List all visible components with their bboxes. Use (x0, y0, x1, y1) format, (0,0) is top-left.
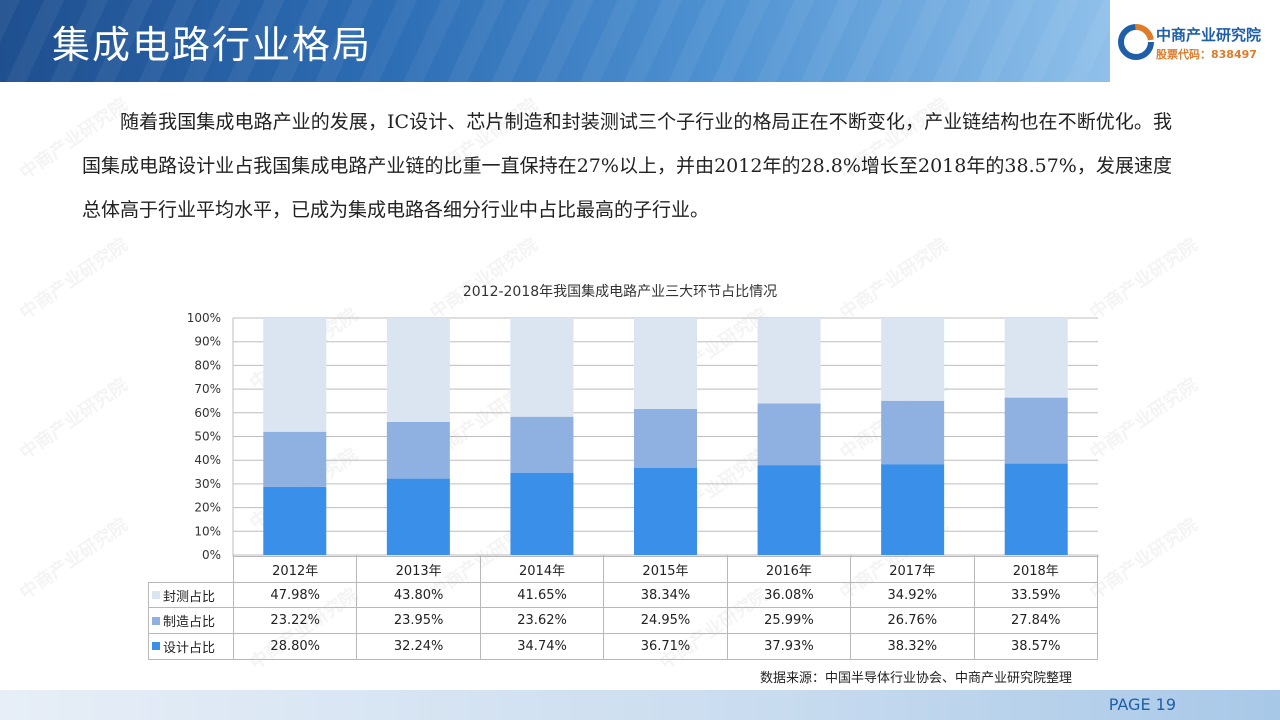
chart-title: 2012-2018年我国集成电路产业三大环节占比情况 (462, 284, 778, 300)
legend-label: 制造占比 (163, 615, 216, 631)
legend-entry: 制造占比 (148, 607, 234, 635)
legend-swatch (152, 616, 160, 625)
table-cell: 36.08% (726, 581, 852, 609)
legend-swatch (152, 642, 160, 651)
bar-segment (263, 318, 327, 432)
legend-label: 封测占比 (163, 589, 216, 605)
legend-swatch (152, 591, 160, 600)
x-tick-label: 2014年 (479, 556, 605, 583)
bar-segment (634, 408, 697, 468)
table-cell: 36.71% (603, 633, 728, 660)
bar-segment (757, 465, 821, 555)
bar-segment (634, 318, 697, 409)
y-tick-label: 100% (187, 311, 221, 325)
x-tick-label: 2015年 (603, 556, 728, 583)
table-cell: 27.84% (973, 607, 1099, 635)
bar-segment (386, 421, 450, 479)
table-cell: 23.95% (356, 607, 481, 635)
y-tick-label: 90% (194, 335, 221, 349)
bar-segment (634, 467, 697, 555)
bar-segment (386, 318, 450, 422)
bar-segment (881, 318, 945, 401)
bar-segment (510, 317, 574, 417)
table-cell: 23.22% (232, 607, 358, 635)
legend-entry: 设计占比 (148, 633, 234, 660)
table-header-row: 2012年 2013年 2014年 2015年 2016年 2017年 2018年 (148, 556, 1099, 583)
table-body: 封测占比 47.98% 43.80% 41.65% 38.34% 36.08% 34.92%… (148, 581, 1099, 660)
y-tick-label: 40% (194, 453, 221, 467)
y-tick-label: 30% (194, 477, 221, 491)
y-tick-label: 20% (194, 501, 221, 515)
y-tick-label: 70% (194, 382, 221, 396)
table-cell: 47.98% (232, 581, 358, 609)
bar-segment (757, 403, 821, 466)
x-tick-label: 2016年 (726, 556, 852, 583)
body-paragraph: 随着我国集成电路产业的发展，IC设计、芯片制造和封装测试三个子行业的格局正在不断… (82, 111, 1172, 221)
bar-segment (263, 486, 327, 555)
table-cell: 38.57% (973, 633, 1099, 660)
bar-segment (510, 472, 574, 555)
bar-segment (386, 478, 450, 555)
table-cell: 38.32% (850, 633, 975, 660)
table-cell: 34.92% (850, 581, 975, 609)
logo-name: 中商产业研究院 (1156, 26, 1262, 44)
y-tick-label: 80% (194, 358, 221, 372)
x-tick-label: 2012年 (232, 556, 358, 583)
table-cell: 37.93% (726, 633, 852, 660)
bar-segment (757, 318, 821, 404)
table-cell: 32.24% (356, 633, 481, 660)
logo: 中商产业研究院 股票代码：838497 (1110, 0, 1280, 82)
table-row: 制造占比 23.22% 23.95% 23.62% 24.95% 25.99% 26.76%… (148, 607, 1099, 635)
table-cell: 33.59% (973, 581, 1099, 609)
data-source: 数据来源：中国半导体行业协会、中商产业研究院整理 (760, 671, 1073, 686)
table-cell: 24.95% (603, 607, 728, 635)
bar-segment (1004, 318, 1068, 398)
logo-icon (1118, 24, 1154, 60)
legend-label: 设计占比 (163, 640, 216, 656)
table-cell: 43.80% (356, 581, 481, 609)
y-tick-label: 10% (194, 524, 221, 538)
y-tick-label: 50% (194, 430, 221, 444)
table-corner (148, 556, 234, 583)
bar-segment (881, 464, 945, 555)
bar-segment (881, 400, 945, 465)
table-cell: 26.76% (850, 607, 975, 635)
table-row: 封测占比 47.98% 43.80% 41.65% 38.34% 36.08% 34.92%… (148, 581, 1099, 609)
y-tick-label: 60% (194, 406, 221, 420)
bar-segment (1004, 463, 1068, 555)
table-cell: 28.80% (232, 633, 358, 660)
footer-bar (0, 690, 1280, 720)
table-cell: 23.62% (479, 607, 605, 635)
table-row: 设计占比 28.80% 32.24% 34.74% 36.71% 37.93% 38.32%… (148, 633, 1099, 660)
legend-entry: 封测占比 (148, 581, 234, 609)
x-tick-label: 2013年 (356, 556, 481, 583)
table-cell: 25.99% (726, 607, 852, 635)
data-table: 2012年 2013年 2014年 2015年 2016年 2017年 2018年 封测占比… (148, 556, 1099, 660)
x-tick-label: 2018年 (973, 556, 1099, 583)
header-banner: 集成电路行业格局 (0, 0, 1110, 82)
x-tick-label: 2017年 (850, 556, 975, 583)
bar-segment (1004, 397, 1068, 464)
table-cell: 38.34% (603, 581, 728, 609)
bar-segment (263, 431, 327, 487)
page-number: PAGE 19 (1108, 695, 1176, 714)
table-cell: 34.74% (479, 633, 605, 660)
bar-segment (510, 416, 574, 473)
logo-stock-code: 股票代码：838497 (1156, 48, 1257, 61)
table-cell: 41.65% (479, 581, 605, 609)
page-title: 集成电路行业格局 (52, 23, 373, 67)
